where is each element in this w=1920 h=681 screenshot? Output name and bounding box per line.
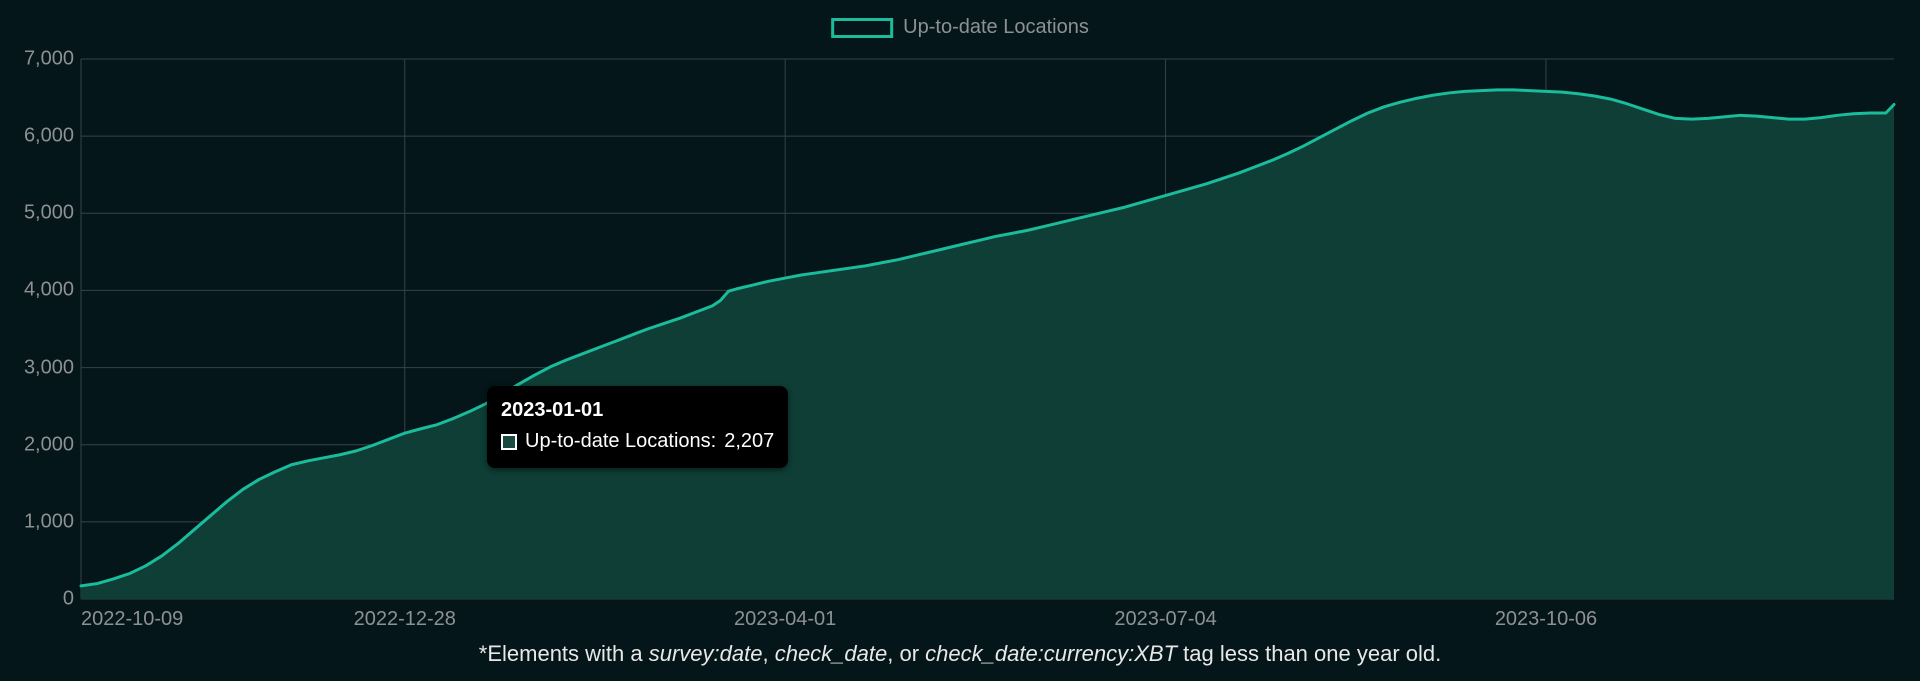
tooltip-value: 2,207 xyxy=(724,427,774,456)
y-tick-label: 0 xyxy=(63,588,74,611)
tooltip-title: 2023-01-01 xyxy=(501,396,774,425)
x-tick-label: 2023-04-01 xyxy=(734,608,836,631)
x-tick-label: 2022-10-09 xyxy=(81,608,183,631)
y-tick-label: 5,000 xyxy=(24,202,74,225)
tooltip-chip xyxy=(501,434,517,450)
x-tick-label: 2022-12-28 xyxy=(354,608,456,631)
chart-container: Up-to-date Locations 01,0002,0003,0004,0… xyxy=(0,0,1920,681)
y-tick-label: 6,000 xyxy=(24,125,74,148)
footnote: *Elements with a survey:date, check_date… xyxy=(479,641,1441,667)
tooltip: 2023-01-01 Up-to-date Locations: 2,207 xyxy=(487,386,788,468)
y-tick-label: 4,000 xyxy=(24,279,74,302)
y-tick-label: 1,000 xyxy=(24,510,74,533)
x-tick-label: 2023-07-04 xyxy=(1114,608,1216,631)
y-tick-label: 2,000 xyxy=(24,433,74,456)
tooltip-series-label: Up-to-date Locations: xyxy=(525,427,716,456)
y-tick-label: 3,000 xyxy=(24,356,74,379)
plot-area[interactable] xyxy=(0,0,1920,659)
x-tick-label: 2023-10-06 xyxy=(1495,608,1597,631)
tooltip-row: Up-to-date Locations: 2,207 xyxy=(501,427,774,456)
y-tick-label: 7,000 xyxy=(24,48,74,71)
